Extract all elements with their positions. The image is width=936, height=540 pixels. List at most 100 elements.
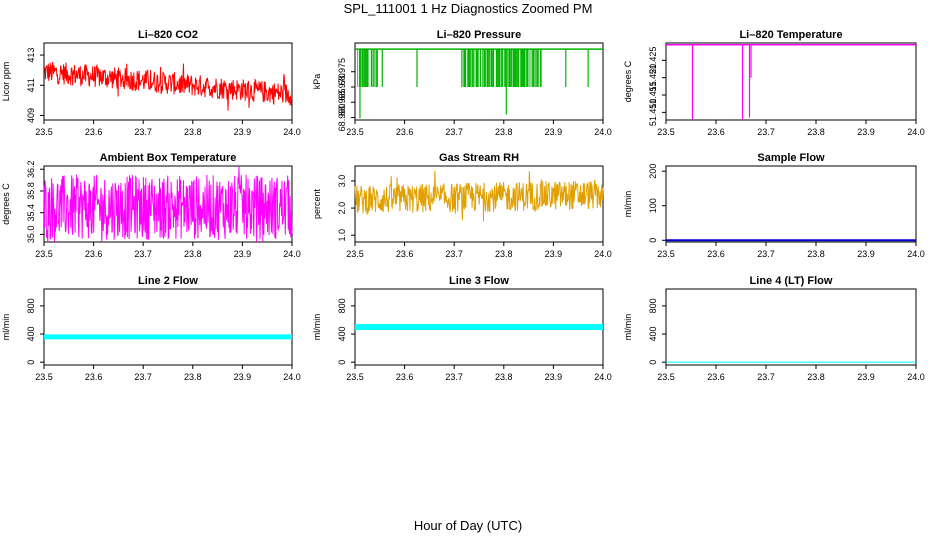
- x-tick-label: 23.7: [134, 249, 152, 259]
- x-tick-label: 23.9: [545, 127, 563, 137]
- y-tick-label: 68.970: [337, 73, 347, 101]
- panel-4: Ambient Box Temperature degrees C 23.5 23.6…: [1, 152, 301, 259]
- x-tick-label: 23.9: [857, 127, 875, 137]
- x-tick-label: 24.0: [594, 372, 612, 382]
- panel-title: Li–820 Temperature: [739, 29, 842, 41]
- x-tick-label: 23.5: [346, 249, 364, 259]
- y-tick-label: 36.2: [26, 160, 36, 178]
- x-tick-label: 23.9: [234, 372, 252, 382]
- figure-title: SPL_111001 1 Hz Diagnostics Zoomed PM: [343, 1, 593, 16]
- y-axis-label: Licor ppm: [1, 62, 11, 102]
- plot-frame: [665, 165, 917, 243]
- x-tick-label: 24.0: [907, 372, 925, 382]
- y-tick-label: 800: [337, 298, 347, 313]
- panel-7: Line 2 Flow ml/min 23.5 23.6 23.7 23.8 23.9 24.…: [1, 275, 301, 382]
- plot-frame: [43, 42, 293, 121]
- y-tick-label: 68.965: [337, 89, 347, 117]
- y-tick-label: 51.425: [648, 47, 658, 75]
- x-tick-label: 23.8: [495, 372, 513, 382]
- x-tick-label: 23.8: [184, 127, 202, 137]
- x-tick-label: 23.6: [396, 249, 414, 259]
- x-tick-label: 23.6: [707, 127, 725, 137]
- x-tick-label: 23.6: [85, 372, 103, 382]
- y-tick-label: 51.410: [648, 99, 658, 127]
- panel-9: Line 4 (LT) Flow ml/min 23.5 23.6 23.7 23.8 23…: [623, 275, 925, 382]
- panel-2: Li–820 Pressure kPa 23.5 23.6 23.7 23.8 23.9 24…: [312, 29, 612, 137]
- x-tick-label: 24.0: [594, 127, 612, 137]
- plot-frame: [354, 42, 604, 121]
- y-tick-label: 35.0: [26, 226, 36, 244]
- x-tick-label: 23.7: [134, 372, 152, 382]
- y-axis-label: ml/min: [1, 314, 11, 341]
- x-tick-label: 23.7: [134, 127, 152, 137]
- x-tick-label: 23.5: [657, 127, 675, 137]
- y-axis-label: percent: [312, 188, 322, 219]
- x-tick-label: 23.9: [545, 249, 563, 259]
- x-tick-label: 24.0: [283, 249, 301, 259]
- x-tick-label: 24.0: [907, 127, 925, 137]
- x-tick-label: 23.9: [545, 372, 563, 382]
- x-tick-label: 23.9: [857, 249, 875, 259]
- x-tick-label: 23.8: [495, 249, 513, 259]
- series-line: [43, 165, 293, 243]
- panel-title: Sample Flow: [757, 152, 825, 164]
- panel-title: Gas Stream RH: [439, 152, 519, 164]
- y-axis-label: degrees C: [623, 60, 633, 102]
- y-tick-label: 400: [648, 327, 658, 342]
- y-tick-label: 800: [26, 298, 36, 313]
- y-axis-label: ml/min: [312, 314, 322, 341]
- y-tick-label: 51.420: [648, 64, 658, 92]
- x-tick-label: 24.0: [283, 372, 301, 382]
- y-tick-label: 35.8: [26, 182, 36, 200]
- plot-frame: [43, 288, 293, 366]
- y-axis-label: degrees C: [1, 183, 11, 225]
- y-tick-label: 0: [648, 238, 658, 243]
- x-tick-label: 24.0: [594, 249, 612, 259]
- x-tick-label: 23.8: [184, 249, 202, 259]
- panel-title: Ambient Box Temperature: [100, 152, 237, 164]
- x-axis-title: Hour of Day (UTC): [413, 518, 523, 533]
- y-tick-label: 0: [337, 360, 347, 365]
- x-tick-label: 23.6: [396, 127, 414, 137]
- x-tick-label: 24.0: [283, 127, 301, 137]
- x-tick-label: 23.5: [35, 372, 53, 382]
- x-tick-label: 23.8: [807, 249, 825, 259]
- y-axis-label: ml/min: [623, 191, 633, 218]
- panel-title: Line 3 Flow: [449, 275, 509, 287]
- y-tick-label: 800: [648, 298, 658, 313]
- plot-frame: [354, 165, 604, 243]
- panel-title: Li–820 CO2: [138, 29, 198, 41]
- y-tick-label: 400: [26, 327, 36, 342]
- x-tick-label: 23.7: [445, 127, 463, 137]
- x-tick-label: 23.6: [85, 127, 103, 137]
- x-tick-label: 23.9: [234, 127, 252, 137]
- y-tick-label: 0: [26, 360, 36, 365]
- series-line: [354, 170, 604, 222]
- x-tick-label: 23.8: [807, 372, 825, 382]
- y-tick-label: 400: [337, 327, 347, 342]
- y-tick-label: 2.0: [337, 202, 347, 215]
- panel-6: Sample Flow ml/min 23.5 23.6 23.7 23.8 23.9 24.…: [623, 152, 925, 259]
- x-tick-label: 23.7: [757, 249, 775, 259]
- panel-5: Gas Stream RH percent 23.5 23.6 23.7 23.8 23.9…: [312, 152, 612, 259]
- y-tick-label: 1.0: [337, 229, 347, 242]
- x-tick-label: 23.7: [757, 372, 775, 382]
- x-tick-label: 23.5: [35, 249, 53, 259]
- y-tick-label: 100: [648, 198, 658, 213]
- panel-title: Line 4 (LT) Flow: [750, 275, 833, 287]
- y-tick-label: 68.960: [337, 104, 347, 132]
- x-tick-label: 23.6: [85, 249, 103, 259]
- x-tick-label: 23.7: [445, 249, 463, 259]
- x-tick-label: 23.7: [757, 127, 775, 137]
- y-tick-label: 3.0: [337, 175, 347, 188]
- x-tick-label: 23.6: [396, 372, 414, 382]
- x-tick-label: 23.5: [657, 249, 675, 259]
- x-tick-label: 23.6: [707, 372, 725, 382]
- panel-1: Li–820 CO2 Licor ppm 23.5 23.6 23.7 23.8 23.9 2…: [1, 29, 301, 137]
- x-tick-label: 23.8: [807, 127, 825, 137]
- panel-title: Line 2 Flow: [138, 275, 198, 287]
- x-tick-label: 23.5: [346, 127, 364, 137]
- x-tick-label: 23.5: [346, 372, 364, 382]
- y-tick-label: 35.4: [26, 204, 36, 222]
